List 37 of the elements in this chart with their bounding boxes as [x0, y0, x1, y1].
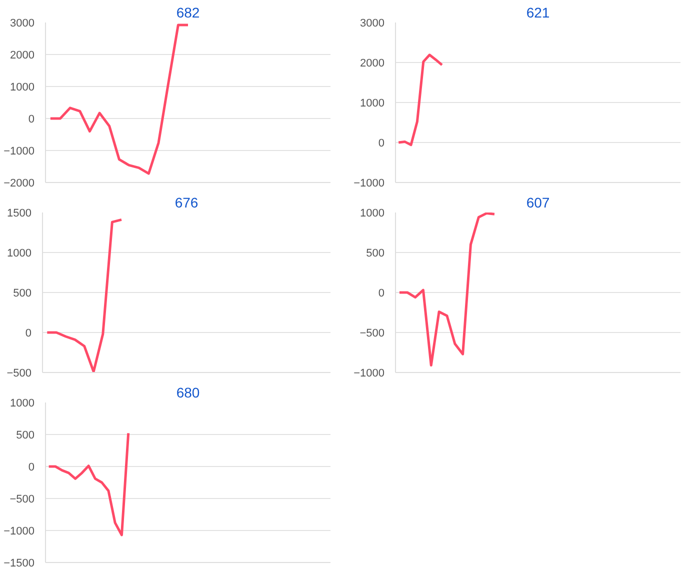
y-tick-label: 0 — [378, 138, 385, 150]
y-tick-label: 0 — [378, 288, 385, 300]
y-tick-label: 1000 — [10, 82, 35, 94]
chart-title: 682 — [176, 4, 200, 20]
chart-title: 680 — [176, 384, 200, 400]
chart-title: 676 — [174, 194, 198, 210]
y-tick-label: 2000 — [10, 50, 35, 62]
line-series — [46, 218, 123, 372]
y-tick-label: 0 — [25, 328, 32, 340]
y-tick-label: 3000 — [10, 18, 35, 30]
line-series — [397, 54, 444, 146]
y-tick-label: 1000 — [360, 98, 385, 110]
y-tick-label: −1000 — [4, 526, 35, 538]
y-tick-label: 1500 — [7, 208, 32, 220]
chart-title: 621 — [526, 4, 550, 20]
y-tick-label: −500 — [360, 328, 385, 340]
y-tick-label: 1000 — [10, 398, 35, 410]
line-series — [49, 24, 190, 175]
y-tick-label: −1000 — [4, 146, 35, 158]
y-tick-label: −500 — [10, 494, 35, 506]
y-tick-label: 1000 — [7, 248, 32, 260]
y-tick-label: −1000 — [354, 368, 385, 380]
chart-title: 607 — [526, 194, 550, 210]
y-tick-label: 500 — [366, 248, 385, 260]
y-tick-label: 0 — [28, 114, 35, 126]
line-series — [398, 212, 496, 367]
y-tick-label: 3000 — [360, 18, 385, 30]
y-tick-label: −2000 — [4, 178, 35, 190]
y-tick-label: 500 — [16, 430, 35, 442]
line-series — [48, 432, 130, 536]
y-tick-label: −1000 — [354, 178, 385, 190]
y-tick-label: 2000 — [360, 58, 385, 70]
y-tick-label: 0 — [28, 462, 35, 474]
y-tick-label: 500 — [13, 288, 32, 300]
y-tick-label: −1500 — [4, 558, 35, 570]
y-tick-label: −500 — [6, 368, 32, 380]
y-tick-label: 1000 — [360, 208, 385, 220]
